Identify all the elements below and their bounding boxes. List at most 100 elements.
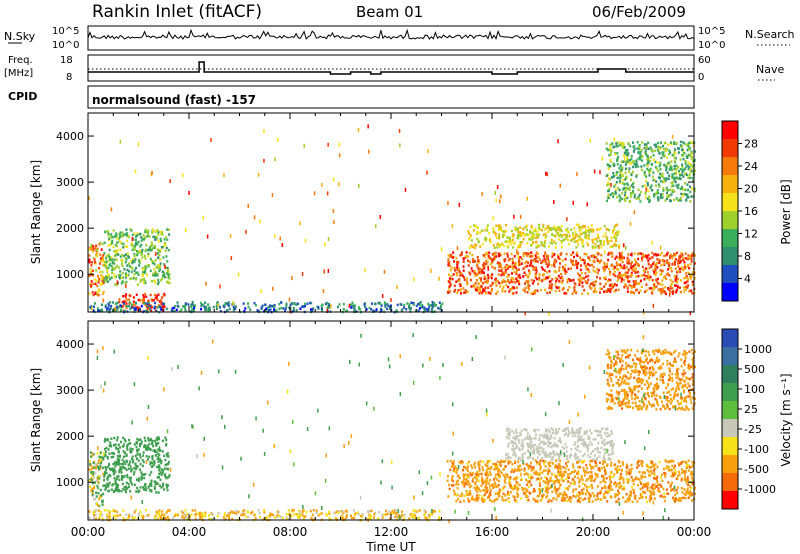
data-cell — [672, 290, 675, 293]
data-cell — [157, 256, 160, 259]
data-cell — [511, 468, 514, 471]
data-cell — [96, 477, 99, 480]
data-cell — [284, 310, 286, 313]
data-cell — [674, 500, 676, 503]
data-cell — [635, 275, 638, 278]
data-cell — [338, 153, 341, 158]
data-cell — [592, 269, 595, 272]
data-cell — [661, 153, 664, 156]
data-cell — [690, 470, 693, 474]
data-cell — [132, 277, 135, 280]
data-cell — [501, 267, 504, 270]
data-cell — [687, 176, 690, 180]
data-cell — [127, 298, 130, 301]
data-cell — [169, 179, 171, 184]
data-cell — [147, 254, 150, 258]
data-cell — [559, 467, 562, 470]
data-cell — [497, 473, 500, 476]
data-cell — [531, 282, 534, 285]
data-cell — [615, 173, 618, 176]
data-cell — [653, 284, 655, 287]
data-cell — [638, 146, 641, 149]
data-cell — [101, 292, 104, 296]
data-cell — [620, 472, 622, 476]
data-cell — [647, 147, 650, 151]
data-cell — [167, 462, 170, 466]
data-cell — [606, 262, 609, 266]
data-cell — [370, 308, 373, 311]
data-cell — [118, 236, 121, 239]
data-cell — [525, 260, 528, 263]
data-cell — [481, 192, 483, 197]
data-cell — [650, 265, 653, 268]
data-cell — [231, 511, 234, 514]
data-cell — [115, 234, 118, 237]
data-cell — [568, 278, 570, 281]
data-cell — [589, 138, 591, 143]
data-cell — [122, 295, 125, 298]
data-cell — [151, 458, 154, 461]
data-cell — [88, 468, 91, 471]
data-cell — [650, 156, 652, 159]
data-cell — [111, 241, 114, 245]
data-cell — [482, 489, 485, 492]
data-cell — [543, 277, 546, 281]
data-cell — [686, 489, 689, 492]
data-cell — [507, 259, 510, 262]
data-cell — [263, 158, 265, 163]
data-cell — [285, 512, 288, 516]
data-cell — [301, 514, 304, 517]
data-cell — [578, 274, 581, 277]
data-cell — [122, 462, 125, 465]
data-cell — [152, 235, 155, 239]
data-cell — [114, 518, 117, 521]
data-cell — [546, 480, 549, 483]
data-cell — [321, 303, 324, 306]
data-cell — [680, 173, 683, 176]
data-cell — [447, 201, 449, 205]
data-cell — [133, 269, 136, 272]
data-cell — [522, 252, 525, 255]
data-cell — [324, 242, 326, 247]
data-cell — [507, 274, 510, 278]
data-cell — [139, 278, 142, 282]
data-cell — [491, 287, 493, 291]
data-cell — [463, 278, 466, 281]
y-tick-label: 2000 — [56, 222, 84, 235]
data-cell — [323, 269, 325, 274]
data-cell — [585, 470, 588, 474]
data-cell — [199, 515, 202, 519]
data-cell — [166, 484, 169, 487]
data-cell — [523, 234, 526, 237]
data-cell — [209, 308, 211, 312]
data-cell — [207, 307, 210, 311]
data-cell — [101, 517, 104, 520]
data-cell — [105, 266, 108, 270]
data-cell — [514, 460, 517, 463]
data-cell — [127, 467, 130, 470]
data-cell — [164, 244, 167, 247]
data-cell — [606, 228, 609, 231]
data-cell — [687, 141, 690, 145]
data-cell — [667, 189, 669, 192]
data-cell — [423, 308, 426, 312]
data-cell — [223, 513, 226, 517]
freq-trace — [88, 61, 694, 75]
data-cell — [536, 260, 539, 263]
data-cell — [600, 253, 603, 257]
data-cell — [143, 298, 146, 301]
data-cell — [448, 483, 451, 487]
data-cell — [687, 284, 690, 287]
data-cell — [476, 231, 479, 235]
data-cell — [138, 453, 141, 456]
data-cell — [664, 472, 667, 475]
data-cell — [114, 443, 117, 446]
data-cell — [596, 258, 599, 261]
data-cell — [497, 242, 500, 245]
data-cell — [242, 513, 245, 517]
data-cell — [223, 305, 226, 309]
data-cell — [616, 157, 619, 161]
data-cell — [574, 475, 576, 478]
data-cell — [432, 509, 435, 512]
data-cell — [455, 257, 458, 260]
